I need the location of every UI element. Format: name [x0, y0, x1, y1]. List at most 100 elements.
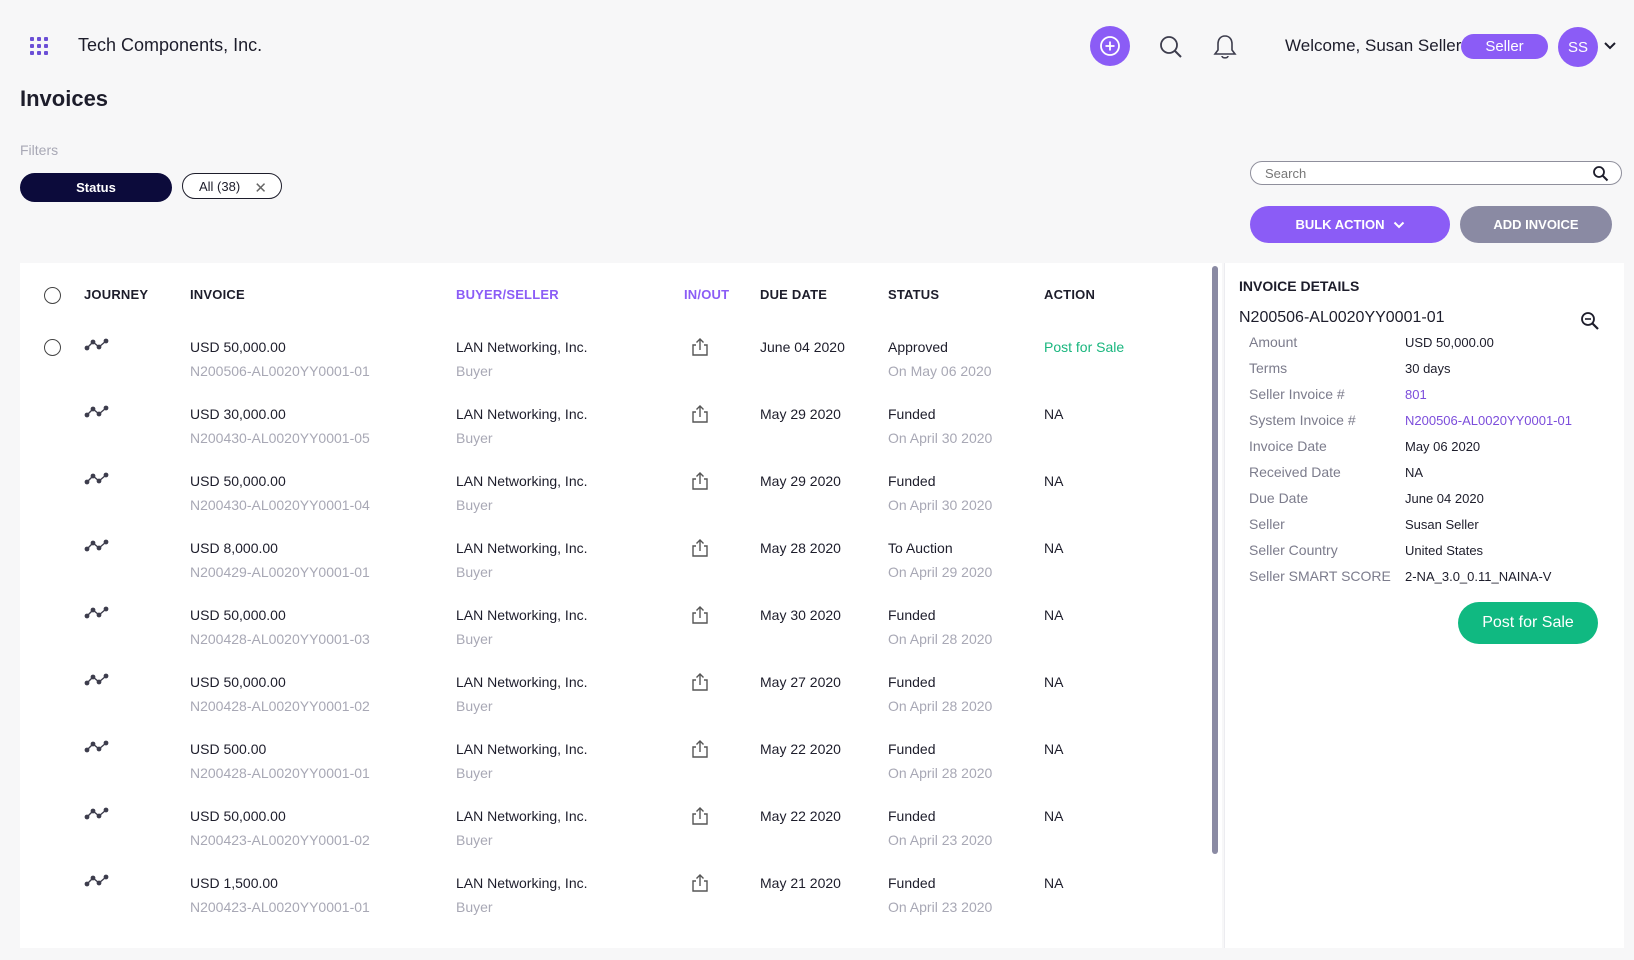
bulk-action-label: BULK ACTION — [1295, 217, 1385, 232]
all-filter-chip[interactable]: All (38) ✕ — [182, 173, 282, 199]
detail-label: Seller SMART SCORE — [1249, 568, 1391, 584]
zoom-icon[interactable] — [1580, 311, 1600, 336]
journey-icon[interactable] — [84, 605, 110, 621]
column-header-journey[interactable]: JOURNEY — [84, 287, 149, 302]
add-invoice-button[interactable]: ADD INVOICE — [1460, 206, 1612, 243]
detail-value: June 04 2020 — [1405, 491, 1484, 506]
detail-value: May 06 2020 — [1405, 439, 1481, 454]
chevron-down-icon[interactable] — [1603, 39, 1617, 58]
party-role: Buyer — [456, 631, 493, 647]
share-icon[interactable] — [691, 471, 709, 491]
share-icon[interactable] — [691, 538, 709, 558]
detail-value-link[interactable]: 801 — [1405, 387, 1427, 402]
share-icon[interactable] — [691, 605, 709, 625]
column-header-invoice[interactable]: INVOICE — [190, 287, 245, 302]
invoice-amount: USD 8,000.00 — [190, 540, 278, 556]
status-date: On April 30 2020 — [888, 430, 993, 446]
invoice-id: N200506-AL0020YY0001-01 — [190, 363, 370, 379]
share-icon[interactable] — [691, 806, 709, 826]
party-name: LAN Networking, Inc. — [456, 406, 588, 422]
due-date: May 22 2020 — [760, 741, 841, 757]
column-header-status[interactable]: STATUS — [888, 287, 940, 302]
avatar[interactable]: SS — [1558, 27, 1598, 67]
bulk-action-button[interactable]: BULK ACTION — [1250, 206, 1450, 243]
company-name: Tech Components, Inc. — [78, 35, 263, 55]
share-icon[interactable] — [691, 739, 709, 759]
invoice-amount: USD 50,000.00 — [190, 339, 286, 355]
journey-icon[interactable] — [84, 739, 110, 755]
table-row[interactable]: USD 500.00 N200428-AL0020YY0001-01 LAN Net… — [20, 727, 1210, 794]
search-icon[interactable] — [1592, 165, 1609, 187]
search-icon[interactable] — [1158, 34, 1184, 65]
share-icon[interactable] — [691, 873, 709, 893]
detail-value: 30 days — [1405, 361, 1451, 376]
journey-icon[interactable] — [84, 404, 110, 420]
table-row[interactable]: USD 50,000.00 N200423-AL0020YY0001-02 LAN … — [20, 794, 1210, 861]
table-row[interactable]: USD 1,500.00 N200423-AL0020YY0001-01 LAN N… — [20, 861, 1210, 928]
table-row[interactable]: USD 50,000.00 N200428-AL0020YY0001-03 LAN … — [20, 593, 1210, 660]
journey-icon[interactable] — [84, 337, 110, 353]
invoice-amount: USD 50,000.00 — [190, 607, 286, 623]
party-role: Buyer — [456, 564, 493, 580]
invoice-details-panel: INVOICE DETAILS N200506-AL0020YY0001-01 … — [1224, 263, 1624, 948]
party-role: Buyer — [456, 497, 493, 513]
detail-label: Due Date — [1249, 490, 1309, 506]
table-row[interactable]: USD 50,000.00 N200428-AL0020YY0001-02 LAN … — [20, 660, 1210, 727]
page-title: Invoices — [20, 86, 109, 111]
invoice-id: N200430-AL0020YY0001-05 — [190, 430, 370, 446]
party-role: Buyer — [456, 363, 493, 379]
select-all-radio[interactable] — [44, 287, 61, 304]
detail-value: NA — [1405, 465, 1424, 480]
status-date: On April 28 2020 — [888, 631, 993, 647]
column-header-buyer-seller[interactable]: BUYER/SELLER — [456, 287, 559, 302]
column-header-due-date[interactable]: DUE DATE — [760, 287, 828, 302]
journey-icon[interactable] — [84, 538, 110, 554]
due-date: May 28 2020 — [760, 540, 841, 556]
column-header-in-out[interactable]: IN/OUT — [684, 287, 730, 302]
party-role: Buyer — [456, 832, 493, 848]
column-header-action[interactable]: ACTION — [1044, 287, 1096, 302]
table-row[interactable]: USD 50,000.00 N200430-AL0020YY0001-04 LAN … — [20, 459, 1210, 526]
status-filter-button[interactable]: Status — [20, 173, 172, 202]
due-date: May 22 2020 — [760, 808, 841, 824]
table-scrollbar[interactable] — [1212, 266, 1218, 854]
due-date: May 30 2020 — [760, 607, 841, 623]
post-for-sale-link[interactable]: Post for Sale — [1044, 339, 1125, 355]
action-text: NA — [1044, 473, 1064, 489]
share-icon[interactable] — [691, 404, 709, 424]
share-icon[interactable] — [691, 672, 709, 692]
table-row[interactable]: USD 50,000.00 N200506-AL0020YY0001-01 LAN … — [20, 325, 1210, 392]
detail-value-link[interactable]: N200506-AL0020YY0001-01 — [1405, 413, 1572, 428]
post-for-sale-button[interactable]: Post for Sale — [1458, 602, 1598, 644]
party-role: Buyer — [456, 430, 493, 446]
journey-icon[interactable] — [84, 672, 110, 688]
detail-label: System Invoice # — [1249, 412, 1356, 428]
invoice-id: N200429-AL0020YY0001-01 — [190, 564, 370, 580]
table-row[interactable]: USD 8,000.00 N200429-AL0020YY0001-01 LAN N… — [20, 526, 1210, 593]
details-title: INVOICE DETAILS — [1239, 278, 1360, 294]
party-name: LAN Networking, Inc. — [456, 808, 588, 824]
journey-icon[interactable] — [84, 806, 110, 822]
row-select-radio[interactable] — [44, 339, 61, 356]
status-date: On May 06 2020 — [888, 363, 992, 379]
invoice-id: N200423-AL0020YY0001-02 — [190, 832, 370, 848]
welcome-text: Welcome, Susan Seller — [1285, 36, 1462, 55]
party-name: LAN Networking, Inc. — [456, 674, 588, 690]
detail-value: United States — [1405, 543, 1484, 558]
table-row[interactable]: USD 30,000.00 N200430-AL0020YY0001-05 LAN … — [20, 392, 1210, 459]
bell-icon[interactable] — [1212, 33, 1238, 66]
detail-label: Received Date — [1249, 464, 1341, 480]
search-field[interactable] — [1250, 161, 1622, 185]
search-input[interactable] — [1265, 162, 1585, 184]
share-icon[interactable] — [691, 337, 709, 357]
detail-label: Invoice Date — [1249, 438, 1327, 454]
journey-icon[interactable] — [84, 873, 110, 889]
due-date: May 29 2020 — [760, 473, 841, 489]
apps-grid-icon[interactable] — [30, 37, 48, 55]
detail-label: Seller — [1249, 516, 1285, 532]
journey-icon[interactable] — [84, 471, 110, 487]
status-text: Funded — [888, 406, 936, 422]
create-button[interactable] — [1090, 26, 1130, 66]
close-icon[interactable]: ✕ — [254, 180, 267, 197]
details-invoice-id: N200506-AL0020YY0001-01 — [1239, 309, 1445, 326]
